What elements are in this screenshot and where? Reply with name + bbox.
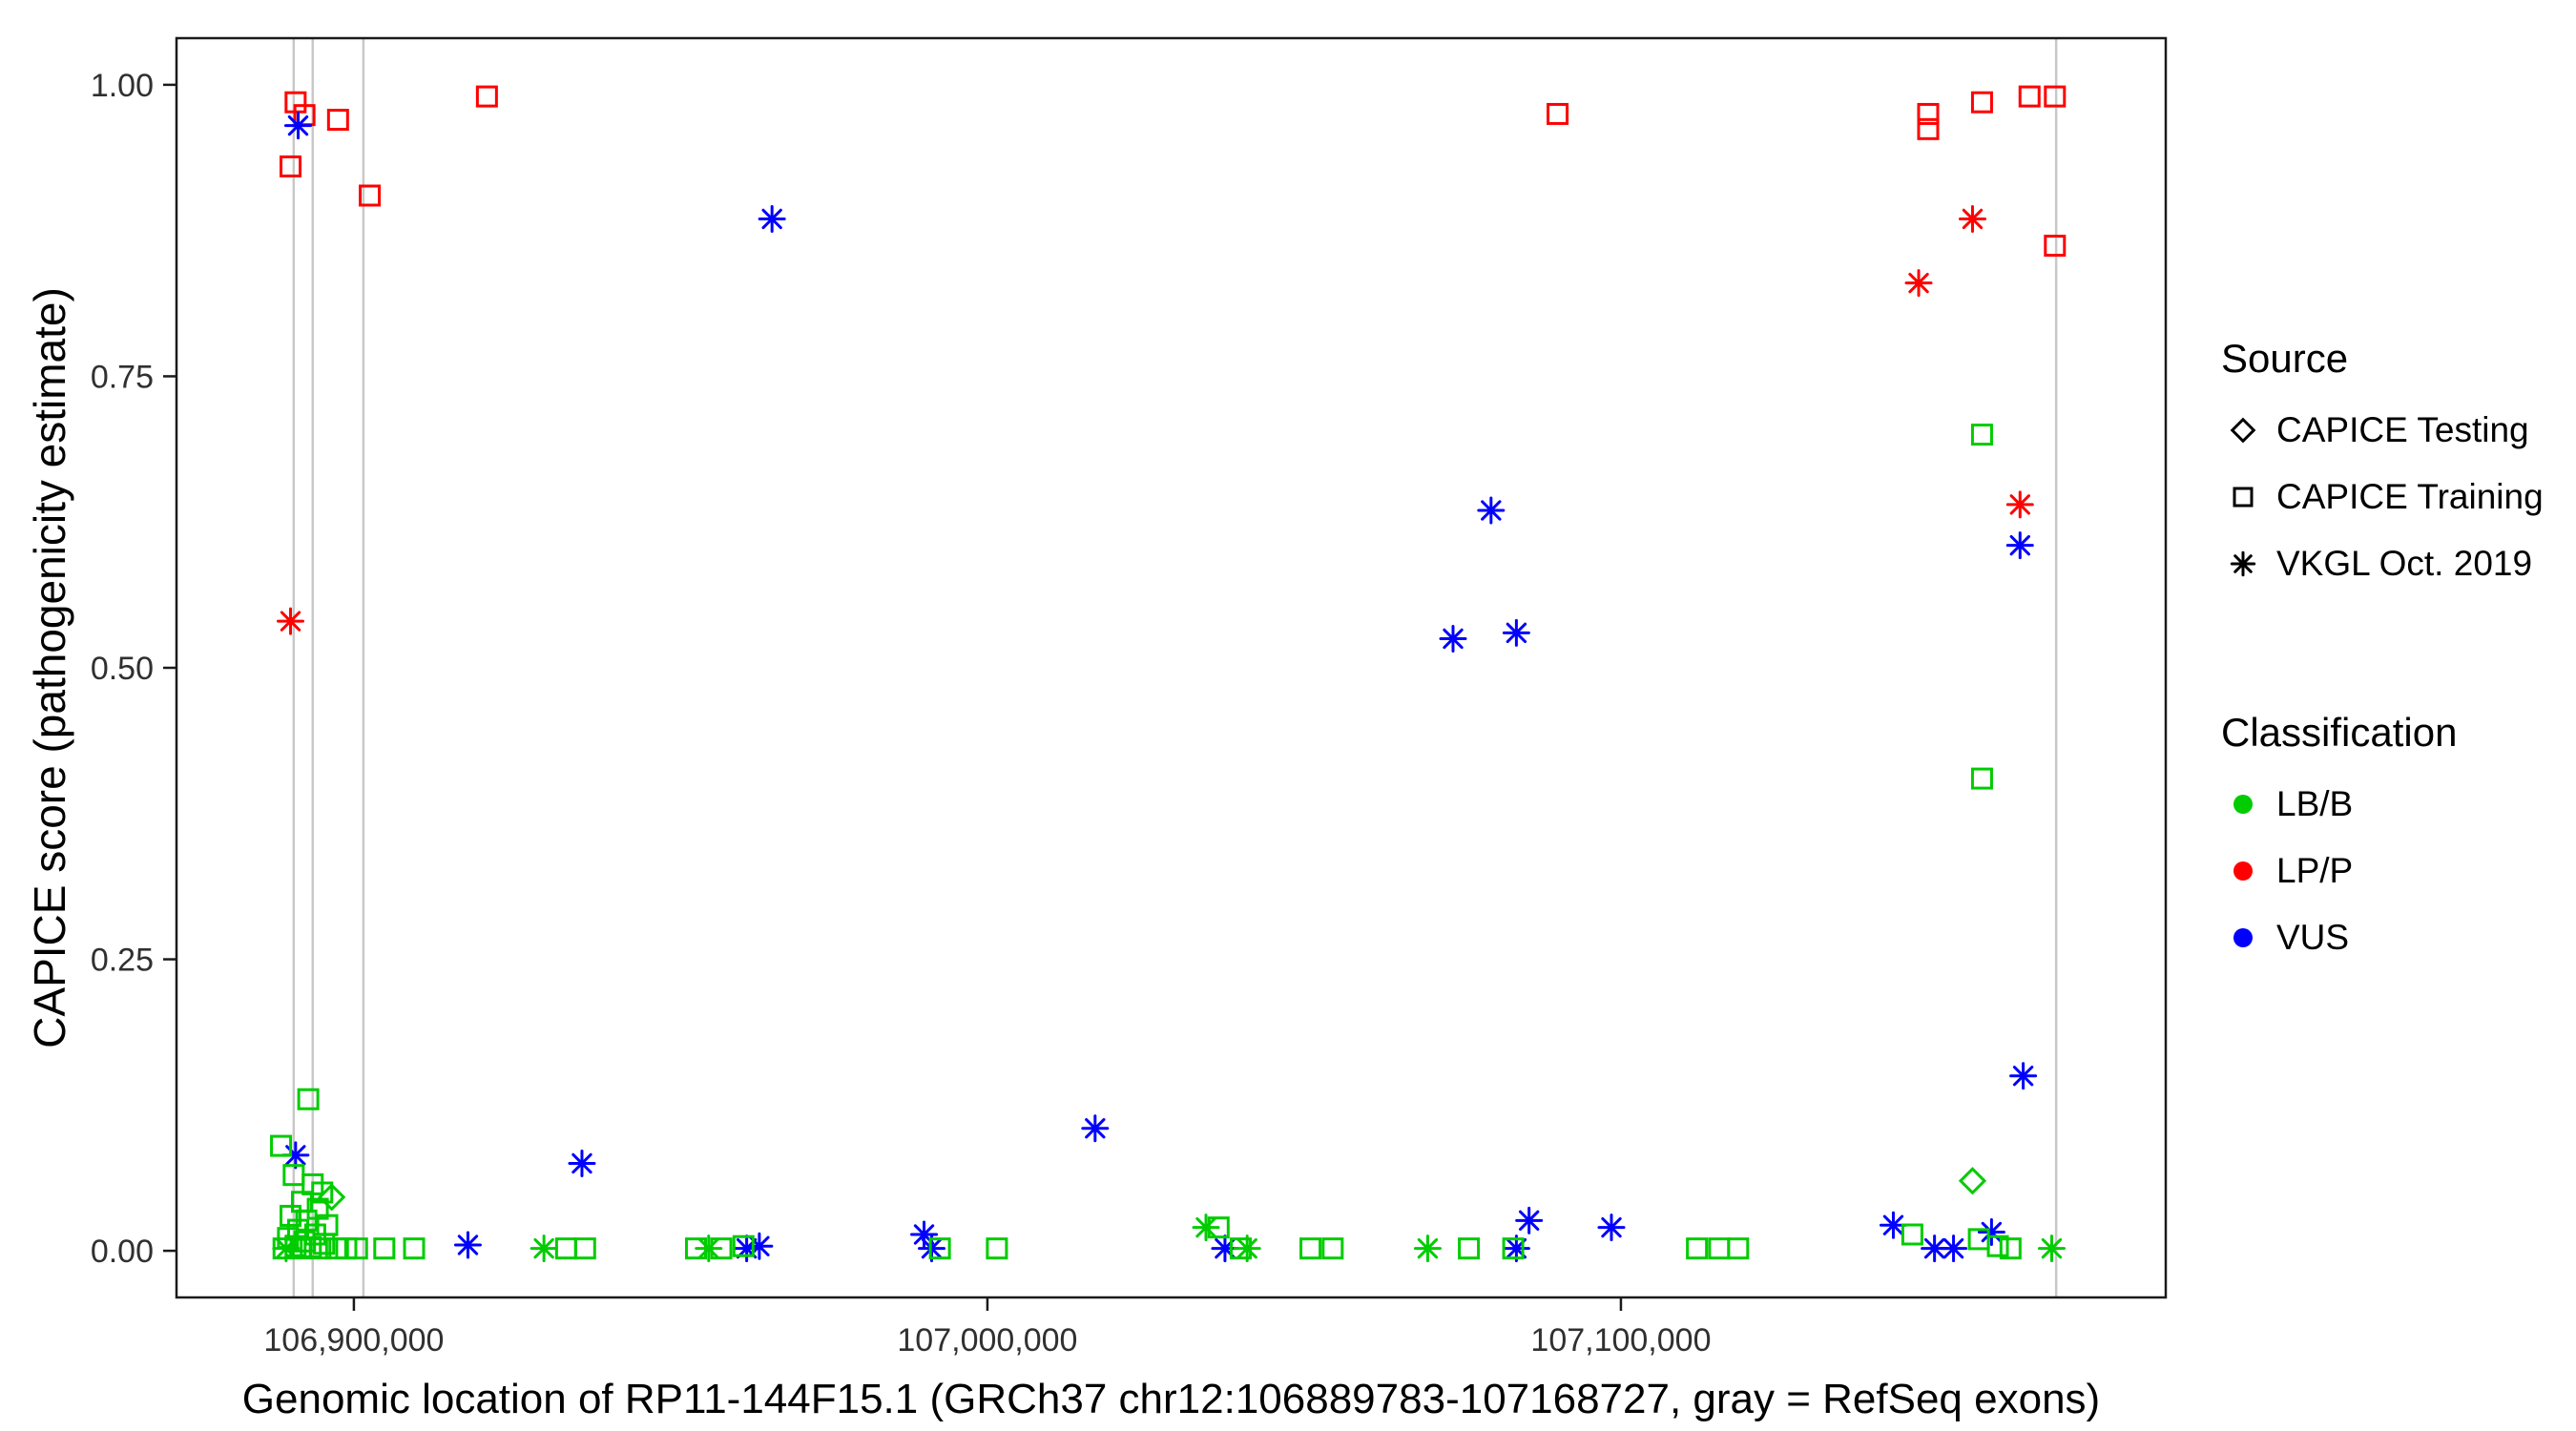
legend-group-classification: Classification LB/B LP/P VUS [2221,710,2544,971]
square-icon [2221,475,2265,519]
diamond-icon [2221,408,2265,452]
legend-item-vus: VUS [2221,904,2544,971]
legend-source-title: Source [2221,336,2349,381]
y-axis-title: CAPICE score (pathogenicity estimate) [25,287,74,1048]
legend-group-source: Source CAPICE Testing CAPICE Training VK… [2221,336,2544,597]
svg-text:0.25: 0.25 [91,943,154,979]
legend-classification-title: Classification [2221,710,2458,755]
asterisk-icon [2221,542,2265,586]
green-dot-icon [2221,782,2265,826]
svg-text:0.00: 0.00 [91,1234,154,1270]
legend-item-capice-testing: CAPICE Testing [2221,397,2544,464]
svg-text:106,900,000: 106,900,000 [263,1322,444,1358]
legend-item-label: VKGL Oct. 2019 [2276,544,2533,583]
legend-item-label: LP/P [2276,851,2354,890]
legend-item-label: CAPICE Testing [2276,410,2529,449]
svg-text:107,100,000: 107,100,000 [1530,1322,1711,1358]
red-dot-icon [2221,849,2265,893]
x-axis-title: Genomic location of RP11-144F15.1 (GRCh3… [241,1376,2101,1422]
legend-item-label: CAPICE Training [2276,477,2544,516]
legend-panel: Source CAPICE Testing CAPICE Training VK… [2221,336,2544,1084]
legend-item-label: LB/B [2276,784,2354,823]
legend-item-capice-training: CAPICE Training [2221,464,2544,530]
legend-item-lpp: LP/P [2221,838,2544,904]
blue-dot-icon [2221,916,2265,960]
svg-text:0.50: 0.50 [91,651,154,687]
legend-item-lbb: LB/B [2221,771,2544,838]
legend-item-vkgl: VKGL Oct. 2019 [2221,530,2544,597]
svg-text:0.75: 0.75 [91,359,154,395]
svg-text:1.00: 1.00 [91,68,154,104]
legend-item-label: VUS [2276,918,2350,957]
svg-text:107,000,000: 107,000,000 [897,1322,1077,1358]
